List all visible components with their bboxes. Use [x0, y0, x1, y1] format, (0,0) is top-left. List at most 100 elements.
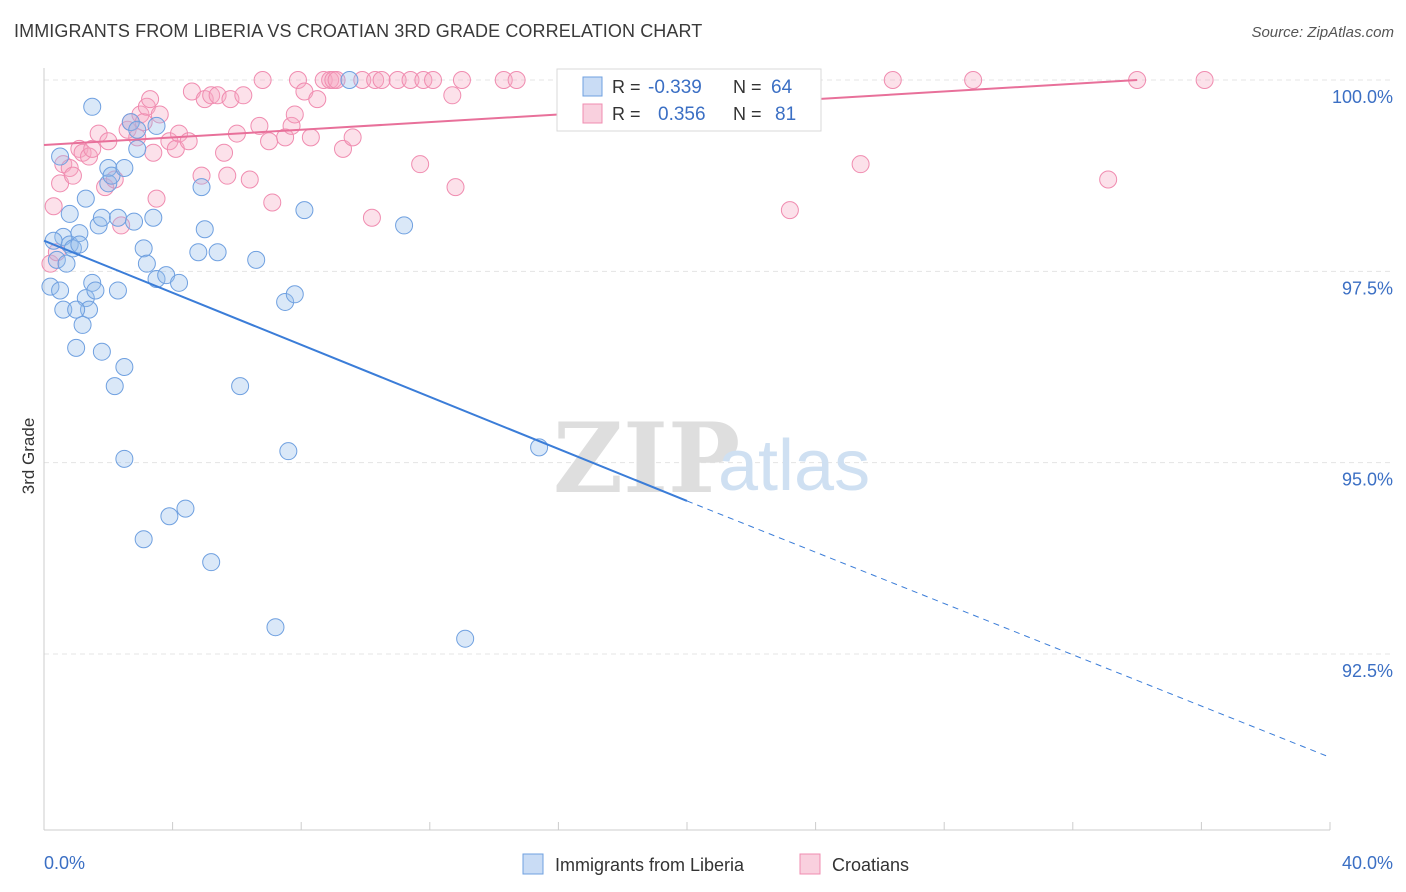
croatians-point — [362, 208, 381, 227]
liberia-point — [134, 530, 153, 549]
liberia-point — [83, 97, 102, 116]
liberia-point — [73, 315, 92, 334]
liberia-point — [108, 208, 127, 227]
croatians-point — [327, 71, 346, 89]
liberia-point — [92, 208, 111, 227]
y-tick-label: 95.0% — [1342, 470, 1393, 490]
correlation-legend: R = -0.339 N = 64 R = 0.356 N = 81 — [556, 68, 822, 132]
croatians-point — [443, 86, 462, 105]
liberia-point — [60, 204, 79, 223]
series-legend-swatch-liberia — [522, 853, 544, 875]
liberia-point — [295, 201, 314, 220]
liberia-point — [41, 277, 60, 296]
liberia-point — [170, 273, 189, 292]
croatians-point — [253, 71, 272, 89]
croatians-point — [276, 128, 295, 147]
croatians-point — [240, 170, 259, 189]
croatians-point — [401, 71, 420, 89]
series-legend-label-liberia: Immigrants from Liberia — [555, 855, 745, 875]
liberia-point — [54, 300, 73, 319]
croatians-point — [1195, 71, 1214, 89]
croatians-point — [288, 71, 307, 89]
liberia-point — [276, 292, 295, 311]
croatians-point — [883, 71, 902, 89]
croatians-point — [780, 201, 799, 220]
liberia-point — [92, 342, 111, 361]
liberia-point — [105, 377, 124, 396]
liberia-point — [195, 220, 214, 239]
liberia-point — [80, 300, 99, 319]
croatians-point — [144, 143, 163, 162]
y-axis-label: 3rd Grade — [19, 418, 38, 495]
liberia-point — [231, 377, 250, 396]
liberia-point — [134, 239, 153, 258]
legend-r-label-1: R = — [612, 77, 641, 97]
liberia-point — [51, 281, 70, 300]
croatians-point — [964, 71, 983, 89]
liberia-point — [128, 120, 147, 139]
liberia-point — [108, 281, 127, 300]
croatians-point — [333, 139, 352, 158]
y-tick-label: 100.0% — [1332, 87, 1393, 107]
legend-swatch-croatians — [582, 103, 603, 124]
watermark: ZIP atlas — [553, 402, 870, 515]
croatians-point — [202, 86, 221, 105]
croatians-point — [308, 90, 327, 109]
croatians-points — [41, 71, 1214, 273]
liberia-point — [137, 254, 156, 273]
liberia-point — [202, 553, 221, 572]
liberia-point — [189, 243, 208, 262]
liberia-point — [115, 159, 134, 178]
croatians-point — [1099, 170, 1118, 189]
liberia-point — [115, 358, 134, 376]
croatians-point — [218, 166, 237, 185]
croatians-point — [424, 71, 443, 89]
y-tick-label: 92.5% — [1342, 661, 1393, 681]
croatians-point — [63, 166, 82, 185]
liberia-point — [86, 281, 105, 300]
liberia-point — [67, 338, 86, 357]
croatians-point — [150, 105, 169, 124]
y-tick-labels: 92.5% 95.0% 97.5% 100.0% — [1332, 87, 1393, 681]
liberia-point — [57, 254, 76, 273]
croatians-point — [314, 71, 333, 89]
liberia-point — [247, 250, 266, 269]
croatians-point — [263, 193, 282, 212]
croatians-point — [388, 71, 407, 89]
series-legend-swatch-croatians — [799, 853, 821, 875]
liberia-point — [76, 289, 95, 308]
liberia-point — [279, 442, 298, 461]
croatians-point — [353, 71, 372, 89]
croatians-point — [446, 178, 465, 197]
liberia-trend-line — [43, 239, 688, 502]
series-legend-label-croatians: Croatians — [832, 855, 909, 875]
y-tick-label: 97.5% — [1342, 278, 1393, 298]
liberia-point — [285, 285, 304, 304]
legend-r-value-1: -0.339 — [648, 77, 702, 98]
liberia-trend-extension — [686, 500, 1331, 758]
croatians-point — [83, 139, 102, 158]
croatians-point — [141, 90, 160, 109]
liberia-point — [128, 139, 147, 158]
axes — [43, 68, 1331, 831]
croatians-point — [507, 71, 526, 89]
croatians-point — [414, 71, 433, 89]
liberia-point — [147, 269, 166, 288]
liberia-point — [70, 235, 89, 254]
croatians-point — [494, 71, 513, 89]
liberia-point — [147, 116, 166, 135]
croatians-point — [343, 128, 362, 147]
x-tick-labels: 0.0% 40.0% — [44, 853, 1393, 873]
croatians-point — [411, 155, 430, 174]
legend-n-value-2: 81 — [775, 104, 796, 125]
croatians-point — [234, 86, 253, 105]
source-label: Source: ZipAtlas.com — [1251, 24, 1394, 41]
croatians-point — [250, 116, 269, 135]
croatians-point — [452, 71, 471, 89]
liberia-point — [176, 499, 195, 518]
x-tick-label-max: 40.0% — [1342, 853, 1393, 873]
croatians-point — [366, 71, 385, 89]
croatians-point — [851, 155, 870, 174]
croatians-point — [147, 189, 166, 208]
